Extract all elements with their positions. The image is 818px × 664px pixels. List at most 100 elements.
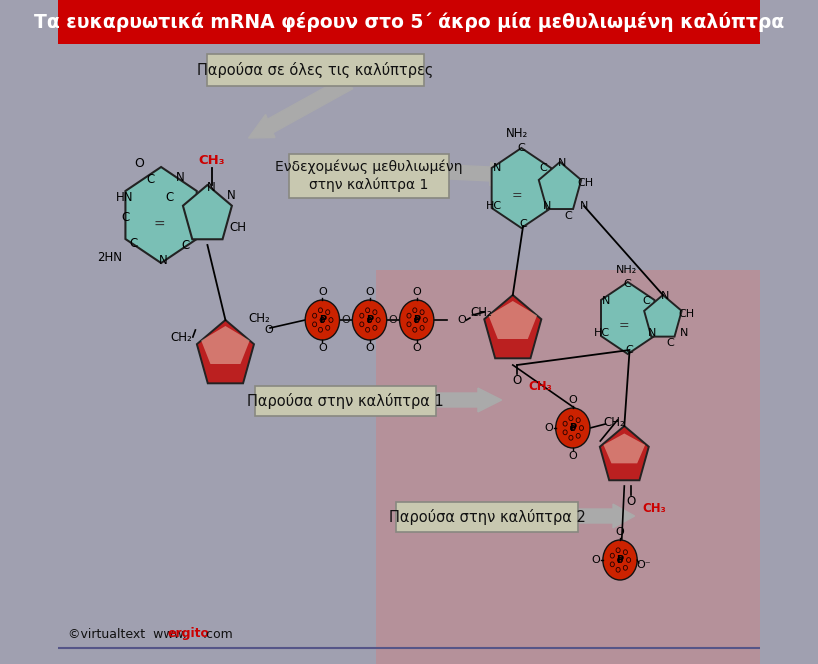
- Text: N: N: [493, 163, 501, 173]
- Text: C: C: [165, 191, 173, 203]
- Text: O⁻: O⁻: [636, 560, 651, 570]
- Text: Παρούσα στην καλύπτρα 1: Παρούσα στην καλύπτρα 1: [247, 393, 444, 409]
- Text: P: P: [319, 315, 326, 325]
- Text: C: C: [624, 279, 631, 289]
- Text: HC: HC: [486, 201, 502, 211]
- Text: O: O: [342, 315, 350, 325]
- Text: .com: .com: [202, 627, 233, 641]
- Polygon shape: [600, 426, 649, 480]
- Text: N: N: [580, 201, 588, 211]
- FancyArrow shape: [448, 162, 513, 186]
- Text: C: C: [181, 238, 189, 252]
- FancyArrow shape: [434, 388, 501, 412]
- Text: C: C: [539, 163, 546, 173]
- Text: O: O: [318, 343, 326, 353]
- Circle shape: [603, 540, 637, 580]
- Text: N: N: [648, 328, 656, 338]
- Text: N: N: [176, 171, 184, 183]
- Text: N: N: [660, 291, 669, 301]
- Text: N: N: [558, 158, 566, 168]
- Text: C: C: [146, 173, 155, 185]
- Circle shape: [353, 300, 387, 340]
- Polygon shape: [644, 295, 681, 337]
- Text: N: N: [543, 201, 551, 211]
- Text: Παρούσα σε όλες τις καλύπτρες: Παρούσα σε όλες τις καλύπτρες: [197, 62, 434, 78]
- Polygon shape: [488, 301, 537, 339]
- Text: N: N: [681, 328, 689, 338]
- Text: N: N: [602, 296, 610, 306]
- Polygon shape: [375, 270, 760, 664]
- Text: O: O: [545, 423, 553, 433]
- Text: =: =: [618, 319, 629, 333]
- Text: CH₂: CH₂: [603, 416, 625, 428]
- FancyBboxPatch shape: [396, 502, 578, 532]
- Text: CH₃: CH₃: [642, 501, 666, 515]
- Text: O: O: [457, 315, 465, 325]
- Polygon shape: [601, 282, 654, 354]
- Text: CH₂: CH₂: [249, 311, 271, 325]
- Text: O: O: [264, 325, 272, 335]
- Text: Ενδεχομένως μεθυλιωμένη
στην καλύπτρα 1: Ενδεχομένως μεθυλιωμένη στην καλύπτρα 1: [276, 160, 463, 192]
- Text: 2HN: 2HN: [97, 250, 122, 264]
- Text: =: =: [512, 189, 523, 203]
- Text: HC: HC: [594, 328, 610, 338]
- Text: O: O: [512, 373, 522, 386]
- Text: O: O: [412, 343, 421, 353]
- Text: C: C: [518, 143, 525, 153]
- Text: P: P: [617, 555, 623, 565]
- Text: =: =: [154, 218, 165, 232]
- Text: O: O: [569, 395, 578, 405]
- Text: O: O: [365, 343, 374, 353]
- Text: CH: CH: [578, 178, 594, 188]
- Text: O: O: [318, 287, 326, 297]
- Polygon shape: [125, 167, 197, 263]
- Text: C: C: [666, 338, 674, 348]
- Circle shape: [399, 300, 434, 340]
- Text: CH₂: CH₂: [470, 305, 492, 319]
- FancyArrow shape: [573, 504, 635, 528]
- Text: NH₂: NH₂: [615, 265, 636, 275]
- FancyBboxPatch shape: [289, 154, 449, 198]
- FancyBboxPatch shape: [208, 54, 424, 86]
- Text: N: N: [207, 181, 216, 193]
- Polygon shape: [197, 320, 254, 383]
- Circle shape: [555, 408, 590, 448]
- Text: P: P: [569, 423, 577, 433]
- Text: C: C: [519, 219, 527, 229]
- Text: C: C: [643, 296, 650, 306]
- Text: CH: CH: [229, 220, 246, 234]
- Text: O: O: [365, 287, 374, 297]
- Polygon shape: [201, 326, 249, 364]
- Text: O: O: [616, 527, 624, 537]
- Text: N: N: [227, 189, 236, 201]
- Text: CH: CH: [679, 309, 695, 319]
- Text: C: C: [626, 345, 633, 355]
- Text: O: O: [569, 451, 578, 461]
- Text: C: C: [121, 210, 129, 224]
- Circle shape: [305, 300, 339, 340]
- Text: CH₃: CH₃: [199, 153, 225, 167]
- FancyBboxPatch shape: [254, 386, 437, 416]
- Polygon shape: [484, 295, 542, 359]
- Text: P: P: [366, 315, 373, 325]
- Text: Παρούσα στην καλύπτρα 2: Παρούσα στην καλύπτρα 2: [389, 509, 586, 525]
- Text: C: C: [129, 236, 137, 250]
- Text: NH₂: NH₂: [506, 127, 528, 139]
- FancyArrow shape: [249, 75, 353, 138]
- Polygon shape: [539, 162, 581, 209]
- Text: ©virtualtext  www.: ©virtualtext www.: [69, 627, 187, 641]
- Text: O: O: [591, 555, 600, 565]
- Text: O: O: [389, 315, 398, 325]
- Text: O: O: [627, 495, 636, 507]
- Polygon shape: [604, 434, 645, 463]
- Polygon shape: [492, 148, 551, 228]
- FancyBboxPatch shape: [58, 0, 760, 44]
- Text: Τα ευκαρυωτικά mRNA φέρουν στο 5΄ άκρο μία μεθυλιωμένη καλύπτρα: Τα ευκαρυωτικά mRNA φέρουν στο 5΄ άκρο μ…: [34, 12, 784, 32]
- Text: CH₃: CH₃: [528, 380, 552, 392]
- Text: C: C: [564, 211, 573, 221]
- Text: N: N: [159, 254, 167, 266]
- Text: O: O: [412, 287, 421, 297]
- Text: ergito: ergito: [168, 627, 210, 641]
- Text: CH₂: CH₂: [170, 331, 191, 343]
- Text: O: O: [135, 157, 145, 169]
